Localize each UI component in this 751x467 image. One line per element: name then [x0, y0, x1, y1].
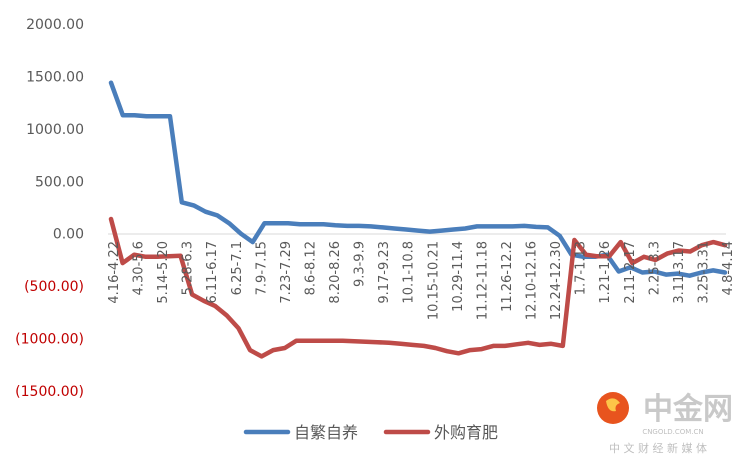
- x-tick-label: 11.26-12.2: [500, 241, 515, 312]
- series-line-1: [108, 80, 728, 278]
- y-tick-label: (500.00): [24, 279, 84, 295]
- y-tick-label: 500.00: [35, 174, 84, 190]
- x-tick-label: 7.23-7.29: [279, 241, 294, 304]
- x-tick-label: 2.11-2.17: [623, 241, 638, 304]
- y-tick-label: (1500.00): [15, 384, 84, 400]
- watermark-tagline: 中 文 财 经 新 媒 体: [609, 441, 707, 455]
- x-tick-label: 12.24-12.30: [549, 241, 564, 320]
- x-tick-label: 8.6-8.12: [304, 241, 319, 295]
- x-tick-label: 4.16-4.22: [107, 241, 122, 304]
- x-tick-label: 5.28-6.3: [181, 241, 196, 295]
- x-tick-label: 4.30-5.6: [132, 241, 147, 295]
- x-tick-label: 1.7-1.13: [574, 241, 589, 295]
- x-tick-label: 4.8-4.14: [721, 241, 736, 295]
- series-line-2: [108, 216, 728, 359]
- x-tick-label: 9.17-9.23: [377, 241, 392, 304]
- x-tick-label: 10.29-11.4: [451, 241, 466, 312]
- watermark: 中金网 CNGOLD.COM.CN 中 文 财 经 新 媒 体: [597, 392, 733, 455]
- watermark-domain: CNGOLD.COM.CN: [642, 428, 703, 436]
- x-tick-label: 6.25-7.1: [230, 241, 245, 295]
- x-tick-label: 11.12-11.18: [475, 241, 490, 320]
- x-tick-label: 2.25-3.3: [647, 241, 662, 295]
- watermark-brand: 中金网: [643, 392, 733, 427]
- legend-label-1: 自繁自养: [294, 423, 358, 442]
- x-tick-label: 6.11-6.17: [205, 241, 220, 304]
- x-tick-label: 3.11-3.17: [672, 241, 687, 304]
- x-tick-label: 1.21-1.26: [598, 241, 613, 304]
- x-tick-label: 9.3-9.9: [353, 241, 368, 287]
- y-tick-label: 0.00: [53, 227, 84, 243]
- y-tick-label: 1500.00: [26, 69, 84, 85]
- legend: 自繁自养 外购育肥: [243, 423, 498, 442]
- y-tick-label: (1000.00): [15, 332, 84, 348]
- watermark-logo-swirl-icon: [606, 398, 620, 412]
- x-tick-label: 10.1-10.8: [402, 241, 417, 304]
- series-layer: [108, 80, 728, 359]
- x-tick-label: 12.10-12.16: [525, 241, 540, 320]
- x-tick-label: 8.20-8.26: [328, 241, 343, 304]
- x-tick-label: 3.25-3.31: [696, 241, 711, 304]
- x-tick-label: 7.9-7.15: [254, 241, 269, 295]
- y-axis: 2000.00 1500.00 1000.00 500.00 0.00 (500.00) (…: [15, 17, 84, 400]
- x-tick-label: 10.15-10.21: [426, 241, 441, 320]
- legend-label-2: 外购育肥: [434, 423, 498, 442]
- x-tick-label: 5.14-5.20: [156, 241, 171, 304]
- y-tick-label: 1000.00: [26, 122, 84, 138]
- x-axis: 4.16-4.22 4.30-5.6 5.14-5.20 5.28-6.3 6.11-6…: [107, 241, 736, 320]
- y-tick-label: 2000.00: [26, 17, 84, 33]
